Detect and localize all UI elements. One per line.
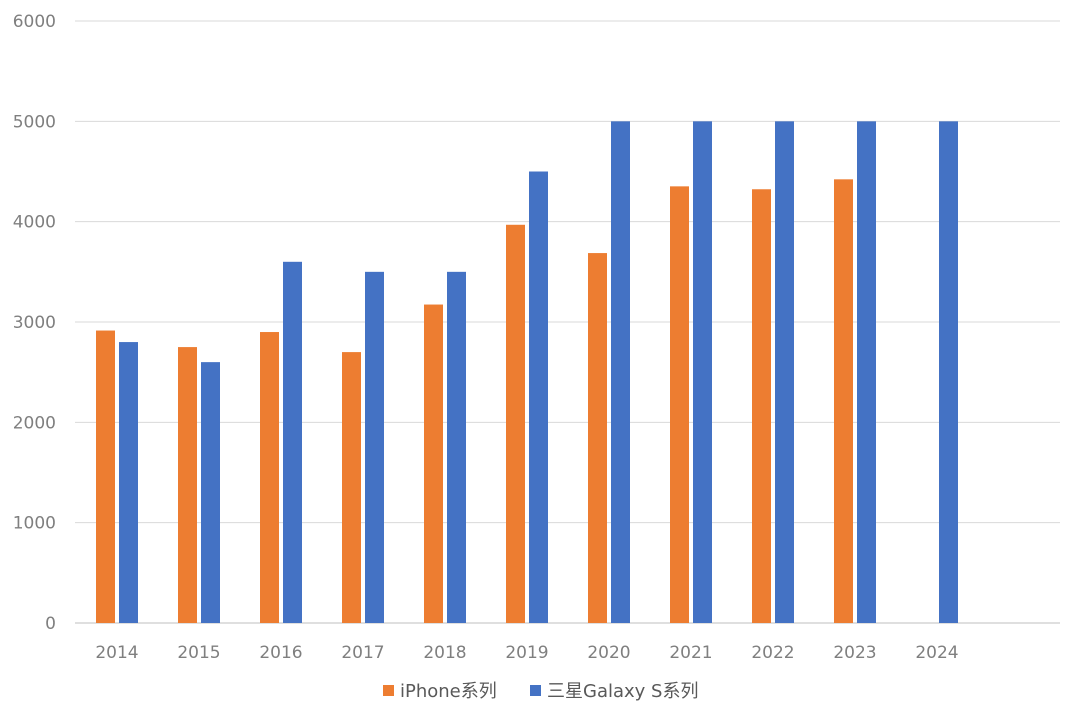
- bar-galaxy-2016: [283, 261, 302, 623]
- bar-galaxy-2020: [611, 121, 630, 623]
- bar-iphone-2022: [752, 189, 771, 623]
- y-tick-label: 2000: [13, 413, 56, 433]
- bar-galaxy-2023: [857, 121, 876, 623]
- bar-galaxy-2019: [529, 171, 548, 623]
- bar-iphone-2017: [342, 352, 361, 623]
- y-tick-label: 6000: [13, 12, 56, 32]
- bar-iphone-2018: [424, 304, 443, 623]
- bar-galaxy-2014: [119, 342, 138, 623]
- bar-galaxy-2024: [939, 121, 958, 623]
- x-tick-label: 2018: [423, 643, 466, 663]
- bar-galaxy-2022: [775, 121, 794, 623]
- bar-iphone-2021: [670, 186, 689, 623]
- bar-iphone-2016: [260, 332, 279, 623]
- x-tick-label: 2022: [751, 643, 794, 663]
- x-tick-label: 2020: [587, 643, 630, 663]
- bar-galaxy-2017: [365, 271, 384, 623]
- y-tick-label: 5000: [13, 112, 56, 132]
- bar-iphone-2014: [96, 330, 115, 623]
- x-tick-label: 2015: [177, 643, 220, 663]
- gridlines: [75, 20, 1060, 624]
- legend-swatch: [530, 685, 541, 696]
- bar-galaxy-2018: [447, 271, 466, 623]
- bars: [96, 121, 958, 624]
- y-axis-ticks: 0 1000 2000 3000 4000 5000 6000: [13, 12, 56, 634]
- legend-label: iPhone系列: [400, 681, 497, 702]
- legend-label: 三星Galaxy S系列: [547, 681, 698, 702]
- x-tick-label: 2024: [915, 643, 958, 663]
- bar-iphone-2020: [588, 253, 607, 624]
- x-tick-label: 2016: [259, 643, 302, 663]
- x-tick-label: 2017: [341, 643, 384, 663]
- bar-galaxy-2021: [693, 121, 712, 623]
- y-tick-label: 3000: [13, 313, 56, 333]
- legend: iPhone系列 三星Galaxy S系列: [383, 681, 698, 702]
- y-tick-label: 4000: [13, 213, 56, 233]
- bar-iphone-2015: [178, 347, 197, 623]
- bar-galaxy-2015: [201, 362, 220, 623]
- x-tick-label: 2014: [95, 643, 138, 663]
- x-tick-label: 2021: [669, 643, 712, 663]
- legend-swatch: [383, 685, 394, 696]
- x-axis-ticks: 2014 2015 2016 2017 2018 2019 2020 2021 2022 2023…: [95, 643, 958, 663]
- x-tick-label: 2023: [833, 643, 876, 663]
- y-tick-label: 1000: [13, 514, 56, 534]
- x-tick-label: 2019: [505, 643, 548, 663]
- bar-iphone-2019: [506, 224, 525, 624]
- bar-iphone-2023: [834, 179, 853, 624]
- y-tick-label: 0: [45, 614, 56, 634]
